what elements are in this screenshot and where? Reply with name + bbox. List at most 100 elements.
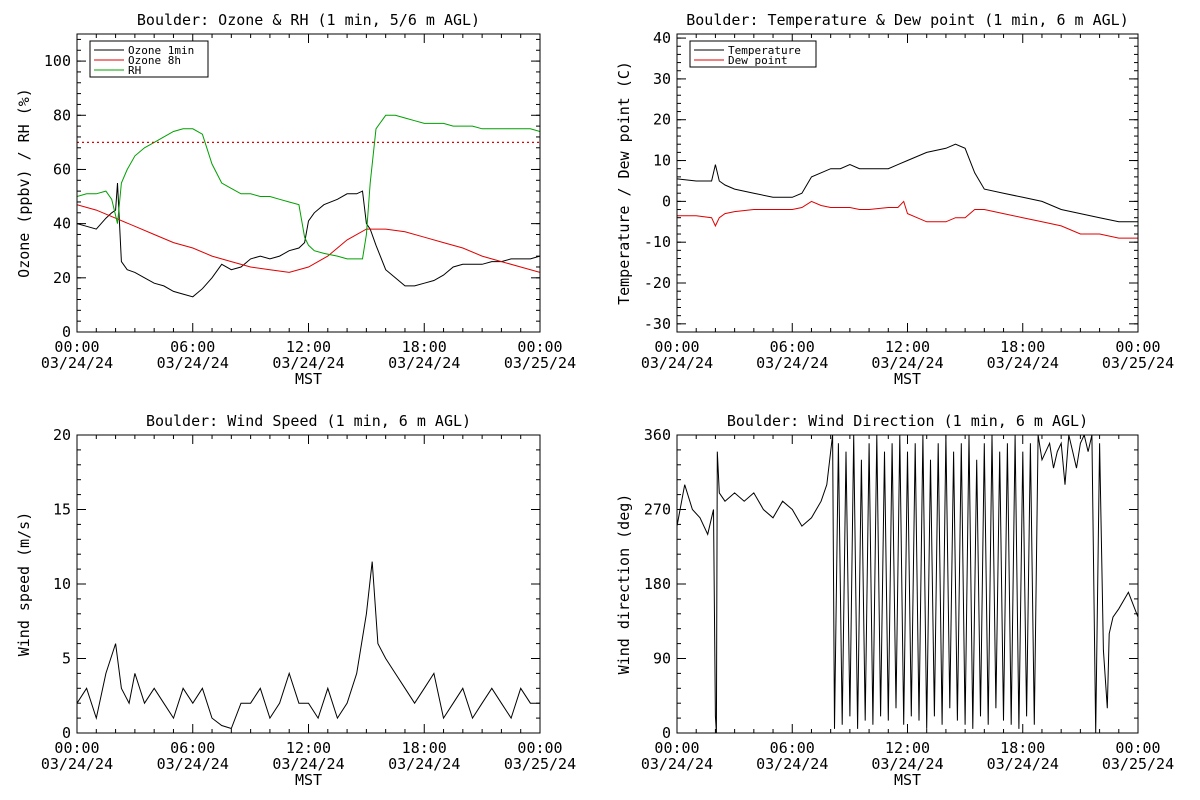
chart-title: Boulder: Ozone & RH (1 min, 5/6 m AGL)	[137, 11, 480, 29]
series-line-dew-point	[677, 200, 1138, 239]
x-tick-label-time: 06:00	[170, 338, 215, 356]
chart-panel-1: Boulder: Ozone & RH (1 min, 5/6 m AGL) 0 2…	[15, 11, 576, 388]
y-axis-label: Wind speed (m/s)	[15, 512, 33, 657]
x-axis-label: MST	[894, 771, 921, 789]
x-axis-label: MST	[295, 771, 322, 789]
y-tick-label: 30	[653, 70, 671, 88]
x-tick-label-time: 00:00	[654, 338, 699, 356]
x-tick-label-date: 03/25/24	[504, 354, 576, 372]
x-axis-label: MST	[894, 370, 921, 388]
series-line-ozone-8h	[77, 204, 540, 273]
y-tick-label: 0	[62, 724, 71, 742]
y-axis-label: Ozone (ppbv) / RH (%)	[15, 88, 33, 278]
x-tick-label-time: 18:00	[1000, 338, 1045, 356]
series-group	[77, 561, 540, 730]
x-tick-label-date: 03/25/24	[1102, 755, 1174, 773]
series-group	[77, 114, 540, 298]
x-tick-label-date: 03/24/24	[871, 755, 943, 773]
x-tick-label-time: 06:00	[770, 739, 815, 757]
y-tick-label: 0	[662, 192, 671, 210]
legend-label: Ozone 8h	[128, 54, 181, 67]
y-tick-label: 15	[53, 501, 71, 519]
y-tick-label: 10	[53, 575, 71, 593]
y-tick-label: 180	[644, 575, 671, 593]
x-tick-label-time: 12:00	[286, 338, 331, 356]
chart-title: Boulder: Temperature & Dew point (1 min,…	[686, 11, 1129, 29]
x-tick-label-time: 00:00	[1115, 338, 1160, 356]
x-tick-label-date: 03/24/24	[641, 354, 713, 372]
y-tick-label: 0	[662, 724, 671, 742]
series-line-series-1	[77, 561, 540, 730]
y-tick-label: -20	[644, 274, 671, 292]
y-tick-label: 60	[53, 160, 71, 178]
y-tick-label: 100	[44, 52, 71, 70]
legend-label: Temperature	[728, 44, 801, 57]
x-tick-label-date: 03/25/24	[504, 755, 576, 773]
y-tick-label: -10	[644, 233, 671, 251]
y-tick-label: 360	[644, 426, 671, 444]
x-tick-label-date: 03/24/24	[641, 755, 713, 773]
x-tick-label-date: 03/24/24	[157, 354, 229, 372]
legend-label: Dew point	[728, 54, 788, 67]
y-tick-label: 80	[53, 106, 71, 124]
x-tick-label-date: 03/24/24	[41, 755, 113, 773]
y-tick-label: -30	[644, 315, 671, 333]
chart-panel-3: Boulder: Wind Speed (1 min, 6 m AGL) 0 5 10…	[15, 412, 576, 789]
x-tick-label-date: 03/24/24	[272, 755, 344, 773]
legend-box	[689, 40, 817, 68]
series-group	[677, 435, 1138, 733]
x-tick-label-time: 12:00	[286, 739, 331, 757]
chart-title: Boulder: Wind Speed (1 min, 6 m AGL)	[146, 412, 471, 430]
x-tick-label-time: 00:00	[54, 338, 99, 356]
x-tick-label-date: 03/24/24	[272, 354, 344, 372]
chart-title: Boulder: Wind Direction (1 min, 6 m AGL)	[727, 412, 1088, 430]
x-tick-label-date: 03/25/24	[1102, 354, 1174, 372]
y-tick-label: 90	[653, 650, 671, 668]
y-tick-label: 40	[53, 215, 71, 233]
y-tick-label: 40	[653, 29, 671, 47]
y-tick-label: 10	[653, 152, 671, 170]
x-tick-label-time: 00:00	[517, 338, 562, 356]
x-tick-label-time: 18:00	[1000, 739, 1045, 757]
chart-panel-2: Boulder: Temperature & Dew point (1 min,…	[615, 11, 1174, 388]
chart-panel-4: Boulder: Wind Direction (1 min, 6 m AGL)…	[615, 412, 1174, 789]
y-tick-label: 20	[653, 111, 671, 129]
x-tick-label-time: 18:00	[402, 338, 447, 356]
x-tick-label-date: 03/24/24	[157, 755, 229, 773]
x-tick-label-date: 03/24/24	[756, 354, 828, 372]
x-tick-label-time: 06:00	[170, 739, 215, 757]
y-tick-label: 20	[53, 269, 71, 287]
x-tick-label-date: 03/24/24	[388, 755, 460, 773]
legend-box	[89, 40, 209, 78]
x-tick-label-time: 00:00	[517, 739, 562, 757]
series-group	[677, 143, 1138, 239]
x-tick-label-date: 03/24/24	[388, 354, 460, 372]
x-tick-label-date: 03/24/24	[987, 354, 1059, 372]
legend-label: Ozone 1min	[128, 44, 194, 57]
y-tick-label: 20	[53, 426, 71, 444]
y-tick-label: 270	[644, 501, 671, 519]
x-tick-label-time: 18:00	[402, 739, 447, 757]
series-line-series-1	[677, 435, 1138, 733]
x-axis-label: MST	[295, 370, 322, 388]
charts-container: Boulder: Ozone & RH (1 min, 5/6 m AGL) 0 2…	[15, 11, 1174, 789]
y-axis-label: Temperature / Dew point (C)	[615, 61, 633, 305]
y-axis-label: Wind direction (deg)	[615, 494, 633, 675]
x-tick-label-time: 12:00	[885, 739, 930, 757]
series-line-rh	[77, 114, 540, 260]
x-tick-label-date: 03/24/24	[41, 354, 113, 372]
series-line-temperature	[677, 143, 1138, 223]
x-tick-label-time: 00:00	[654, 739, 699, 757]
x-tick-label-time: 06:00	[770, 338, 815, 356]
y-tick-label: 5	[62, 650, 71, 668]
x-tick-label-date: 03/24/24	[756, 755, 828, 773]
x-tick-label-time: 00:00	[54, 739, 99, 757]
y-tick-label: 0	[62, 323, 71, 341]
x-tick-label-date: 03/24/24	[987, 755, 1059, 773]
x-tick-label-date: 03/24/24	[871, 354, 943, 372]
x-tick-label-time: 12:00	[885, 338, 930, 356]
series-line-ozone-1min	[77, 182, 540, 298]
x-tick-label-time: 00:00	[1115, 739, 1160, 757]
legend-label: RH	[128, 64, 141, 77]
